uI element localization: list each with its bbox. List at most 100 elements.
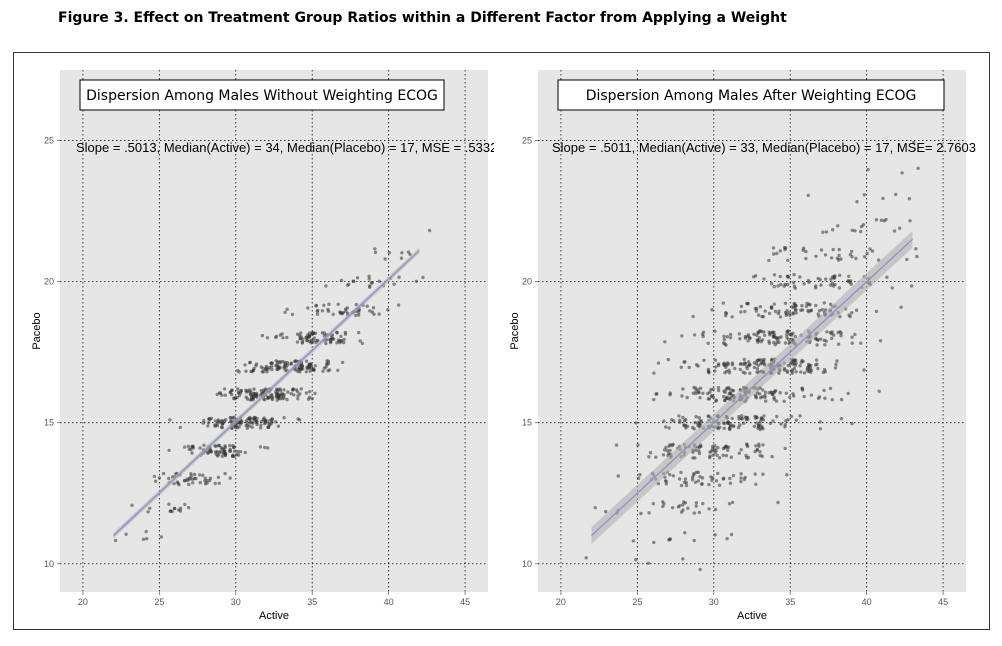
data-point <box>767 341 772 345</box>
data-point <box>259 419 264 424</box>
data-point <box>716 388 721 393</box>
data-point <box>728 424 732 428</box>
data-point <box>223 471 227 476</box>
data-point <box>354 302 358 307</box>
data-point <box>710 394 714 398</box>
data-point <box>859 229 863 234</box>
data-point <box>213 419 218 423</box>
data-point <box>730 416 734 421</box>
data-point <box>762 333 767 338</box>
data-point <box>823 396 827 400</box>
data-point <box>616 474 620 478</box>
data-point <box>222 387 227 391</box>
scatter-points <box>113 228 432 543</box>
data-point <box>713 443 717 448</box>
data-point <box>806 278 811 283</box>
data-point <box>631 539 636 543</box>
data-point <box>772 273 777 277</box>
data-point <box>899 305 903 309</box>
data-point <box>724 343 728 347</box>
data-point <box>189 447 193 452</box>
data-point <box>876 258 881 262</box>
data-point <box>818 277 822 282</box>
data-point <box>370 310 375 314</box>
data-point <box>715 453 719 457</box>
data-point <box>863 255 867 259</box>
data-point <box>802 394 806 399</box>
data-point <box>343 332 348 336</box>
data-point <box>228 449 232 453</box>
data-point <box>756 331 760 335</box>
data-point <box>697 390 701 394</box>
data-point <box>898 226 902 230</box>
data-point <box>737 332 742 336</box>
data-point <box>748 363 752 367</box>
data-point <box>351 279 355 283</box>
y-tick-label: 25 <box>44 136 54 146</box>
data-point <box>753 449 757 454</box>
data-point <box>270 367 274 372</box>
data-point <box>782 284 786 288</box>
data-point <box>232 415 236 419</box>
data-point <box>828 283 833 287</box>
data-point <box>814 337 818 341</box>
chart-title-box <box>557 79 945 111</box>
data-point <box>849 282 853 286</box>
data-point <box>237 391 241 395</box>
data-point <box>790 337 794 341</box>
data-point <box>373 250 378 255</box>
data-point <box>850 249 854 254</box>
data-point <box>215 392 219 397</box>
data-point <box>266 395 271 399</box>
data-point <box>192 472 197 477</box>
data-point <box>245 423 250 428</box>
data-point <box>839 331 843 335</box>
data-point <box>804 249 808 254</box>
data-point <box>850 341 854 345</box>
data-point <box>377 312 381 316</box>
data-point <box>662 448 667 452</box>
data-point <box>732 424 736 428</box>
data-point <box>183 502 187 507</box>
data-point <box>245 421 249 425</box>
data-point <box>325 359 329 363</box>
data-point <box>753 472 757 476</box>
data-point <box>798 275 802 279</box>
data-point <box>723 398 727 403</box>
data-point <box>307 362 311 367</box>
data-point <box>671 474 676 478</box>
data-point <box>792 272 796 277</box>
data-point <box>297 418 302 422</box>
data-point <box>167 476 171 481</box>
data-point <box>255 421 259 425</box>
data-point <box>798 414 802 418</box>
data-point <box>295 332 300 336</box>
data-point <box>707 397 712 401</box>
data-point <box>800 308 805 312</box>
data-point <box>697 416 701 420</box>
data-point <box>853 229 857 233</box>
data-point <box>295 389 300 394</box>
data-point <box>708 390 712 394</box>
data-point <box>775 251 779 256</box>
data-point <box>219 419 224 423</box>
data-point <box>739 479 743 484</box>
data-point <box>290 312 295 317</box>
data-point <box>755 391 760 395</box>
data-point <box>728 391 732 395</box>
data-point <box>761 427 765 431</box>
chart-title-box <box>79 79 445 111</box>
data-point <box>320 309 325 313</box>
data-point <box>306 306 310 310</box>
data-point <box>763 309 767 313</box>
data-point <box>714 399 718 403</box>
data-point <box>231 444 235 448</box>
data-point <box>724 369 729 374</box>
data-point <box>250 396 254 400</box>
data-point <box>725 361 730 365</box>
data-point <box>874 309 879 314</box>
data-point <box>778 391 782 395</box>
data-point <box>223 393 228 397</box>
data-point <box>684 418 688 422</box>
data-point <box>264 364 269 369</box>
